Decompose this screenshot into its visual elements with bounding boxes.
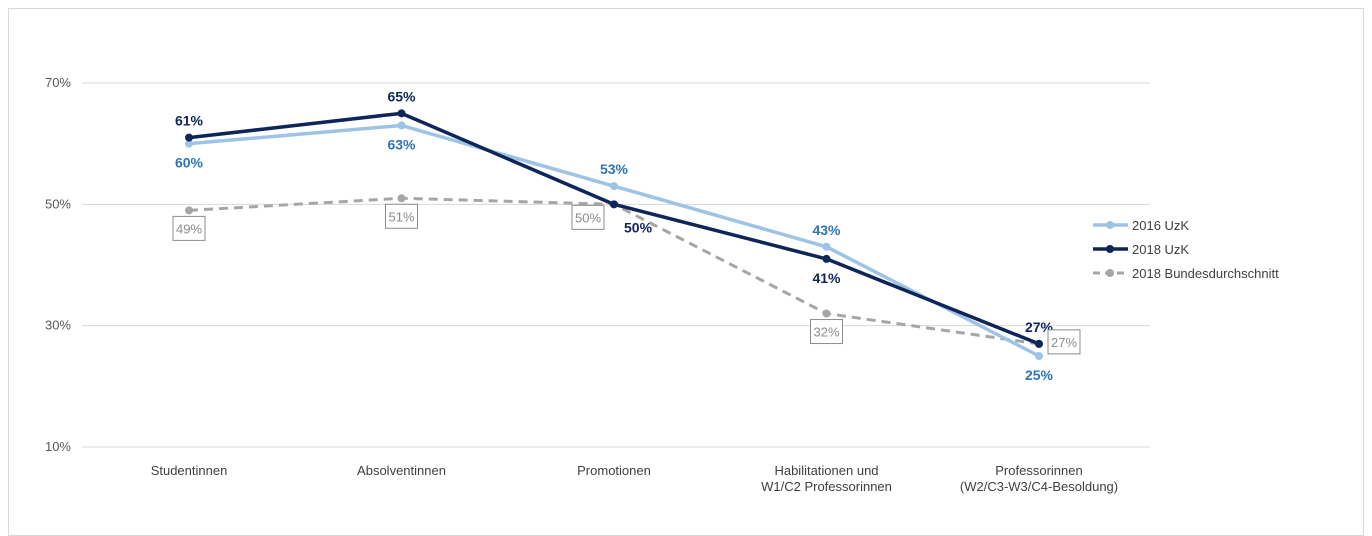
x-category-label: Habilitationen und W1/C2 Professorinnen xyxy=(761,463,892,494)
data-point xyxy=(610,182,618,191)
series-line xyxy=(188,123,1040,358)
x-category-label: Absolventinnen xyxy=(357,463,446,478)
data-label: 27% xyxy=(1025,319,1054,335)
series-line xyxy=(188,196,1040,346)
y-tick-label: 10% xyxy=(45,439,71,454)
data-label: 49% xyxy=(176,221,202,236)
data-label: 63% xyxy=(387,136,416,152)
data-point xyxy=(397,194,406,203)
data-label: 51% xyxy=(388,209,414,224)
series-line xyxy=(188,111,1040,346)
data-label: 43% xyxy=(812,222,841,238)
data-label-box xyxy=(810,319,843,345)
data-label: 65% xyxy=(387,88,416,104)
legend-label: 2018 UzK xyxy=(1132,242,1189,257)
data-label: 50% xyxy=(575,210,601,225)
data-label: 27% xyxy=(1051,335,1077,350)
y-tick-label: 30% xyxy=(45,318,71,333)
data-point xyxy=(397,109,406,118)
legend-swatch-marker xyxy=(1106,269,1114,277)
data-labels: 60% 63% 53% 43% 25% 61% 65% 50% 41% 27% 49% 51% 50% 3… xyxy=(172,88,1081,383)
data-point xyxy=(185,206,193,215)
data-label-box xyxy=(571,204,605,230)
x-category-label: Studentinnen xyxy=(151,463,228,478)
data-point xyxy=(397,121,406,130)
y-axis-tick-labels: 10% 30% 50% 70% xyxy=(45,75,71,454)
x-category-label: Promotionen xyxy=(577,463,651,478)
chart-frame xyxy=(8,8,1364,536)
x-axis-category-labels: Studentinnen Absolventinnen Promotionen Hab… xyxy=(151,463,1118,494)
data-label-box xyxy=(172,215,206,241)
legend: 2016 UzK 2018 UzK 2018 Bundesdurchschnitt xyxy=(1093,218,1279,281)
data-label: 61% xyxy=(175,113,204,129)
data-label-box xyxy=(1047,329,1081,355)
legend-label: 2018 Bundesdurchschnitt xyxy=(1132,266,1279,281)
data-label: 50% xyxy=(624,219,653,235)
legend-swatch-marker xyxy=(1106,245,1114,253)
data-label: 41% xyxy=(812,270,841,286)
legend-label: 2016 UzK xyxy=(1132,218,1189,233)
data-point xyxy=(185,133,193,142)
data-point xyxy=(822,254,831,263)
series-markers xyxy=(185,109,1043,360)
data-point xyxy=(185,139,193,148)
x-category-label: Professorinnen (W2/C3-W3/C4-Besoldung) xyxy=(960,463,1118,494)
y-tick-label: 70% xyxy=(45,75,71,90)
data-point xyxy=(1035,352,1043,360)
data-label-box xyxy=(385,203,418,229)
data-point xyxy=(1035,339,1043,348)
legend-swatch-marker xyxy=(1106,221,1114,229)
data-point xyxy=(822,242,831,251)
series-lines xyxy=(188,111,1040,358)
data-point xyxy=(822,309,831,318)
data-label: 25% xyxy=(1025,367,1054,383)
data-label: 60% xyxy=(175,155,204,171)
y-tick-label: 50% xyxy=(45,196,71,211)
data-label: 53% xyxy=(600,161,629,177)
data-point xyxy=(610,200,618,209)
data-label: 32% xyxy=(813,325,839,340)
